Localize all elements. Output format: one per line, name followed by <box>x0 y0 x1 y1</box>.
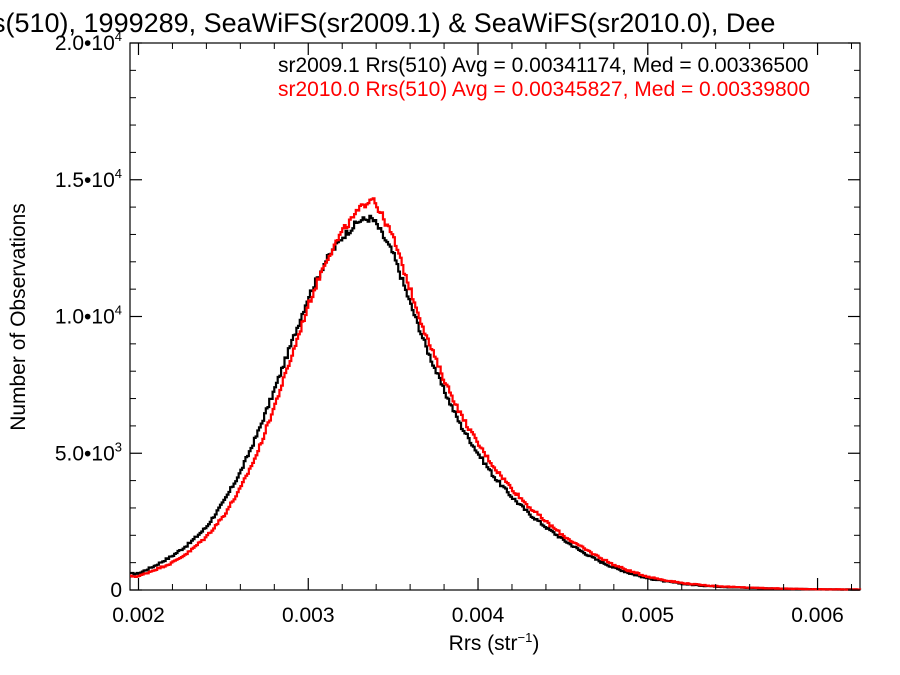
y-tick-label: 5.0•103 <box>55 439 122 465</box>
x-tick-label: 0.005 <box>622 604 675 627</box>
legend-entry-sr2009: sr2009.1 Rrs(510) Avg = 0.00341174, Med … <box>278 54 808 77</box>
x-tick-label: 0.003 <box>282 604 335 627</box>
series-line-sr2009 <box>130 214 862 591</box>
x-tick-label: 0.002 <box>112 604 165 627</box>
legend-entry-sr2010: sr2010.0 Rrs(510) Avg = 0.00345827, Med … <box>278 78 810 101</box>
x-tick-label: 0.004 <box>452 604 505 627</box>
y-axis-label: Number of Observations <box>7 203 30 431</box>
x-axis-label: Rrs (str−1) <box>449 630 540 655</box>
plot-frame <box>129 42 861 591</box>
legend: sr2009.1 Rrs(510) Avg = 0.00341174, Med … <box>278 54 810 101</box>
axis-ticks: 0.002 0.003 0.004 0.005 0.006 0 5.0•103 1.0•104… <box>55 29 860 627</box>
y-tick-label: 2.0•104 <box>55 29 122 55</box>
series-layer <box>130 197 862 591</box>
y-tick-label: 1.5•104 <box>55 166 122 192</box>
chart-title: s(510), 1999289, SeaWiFS(sr2009.1) & Sea… <box>0 8 775 38</box>
series-line-sr2010 <box>130 197 862 591</box>
y-tick-label: 1.0•104 <box>55 303 122 329</box>
x-tick-label: 0.006 <box>791 604 844 627</box>
y-tick-label: 0 <box>110 579 122 602</box>
